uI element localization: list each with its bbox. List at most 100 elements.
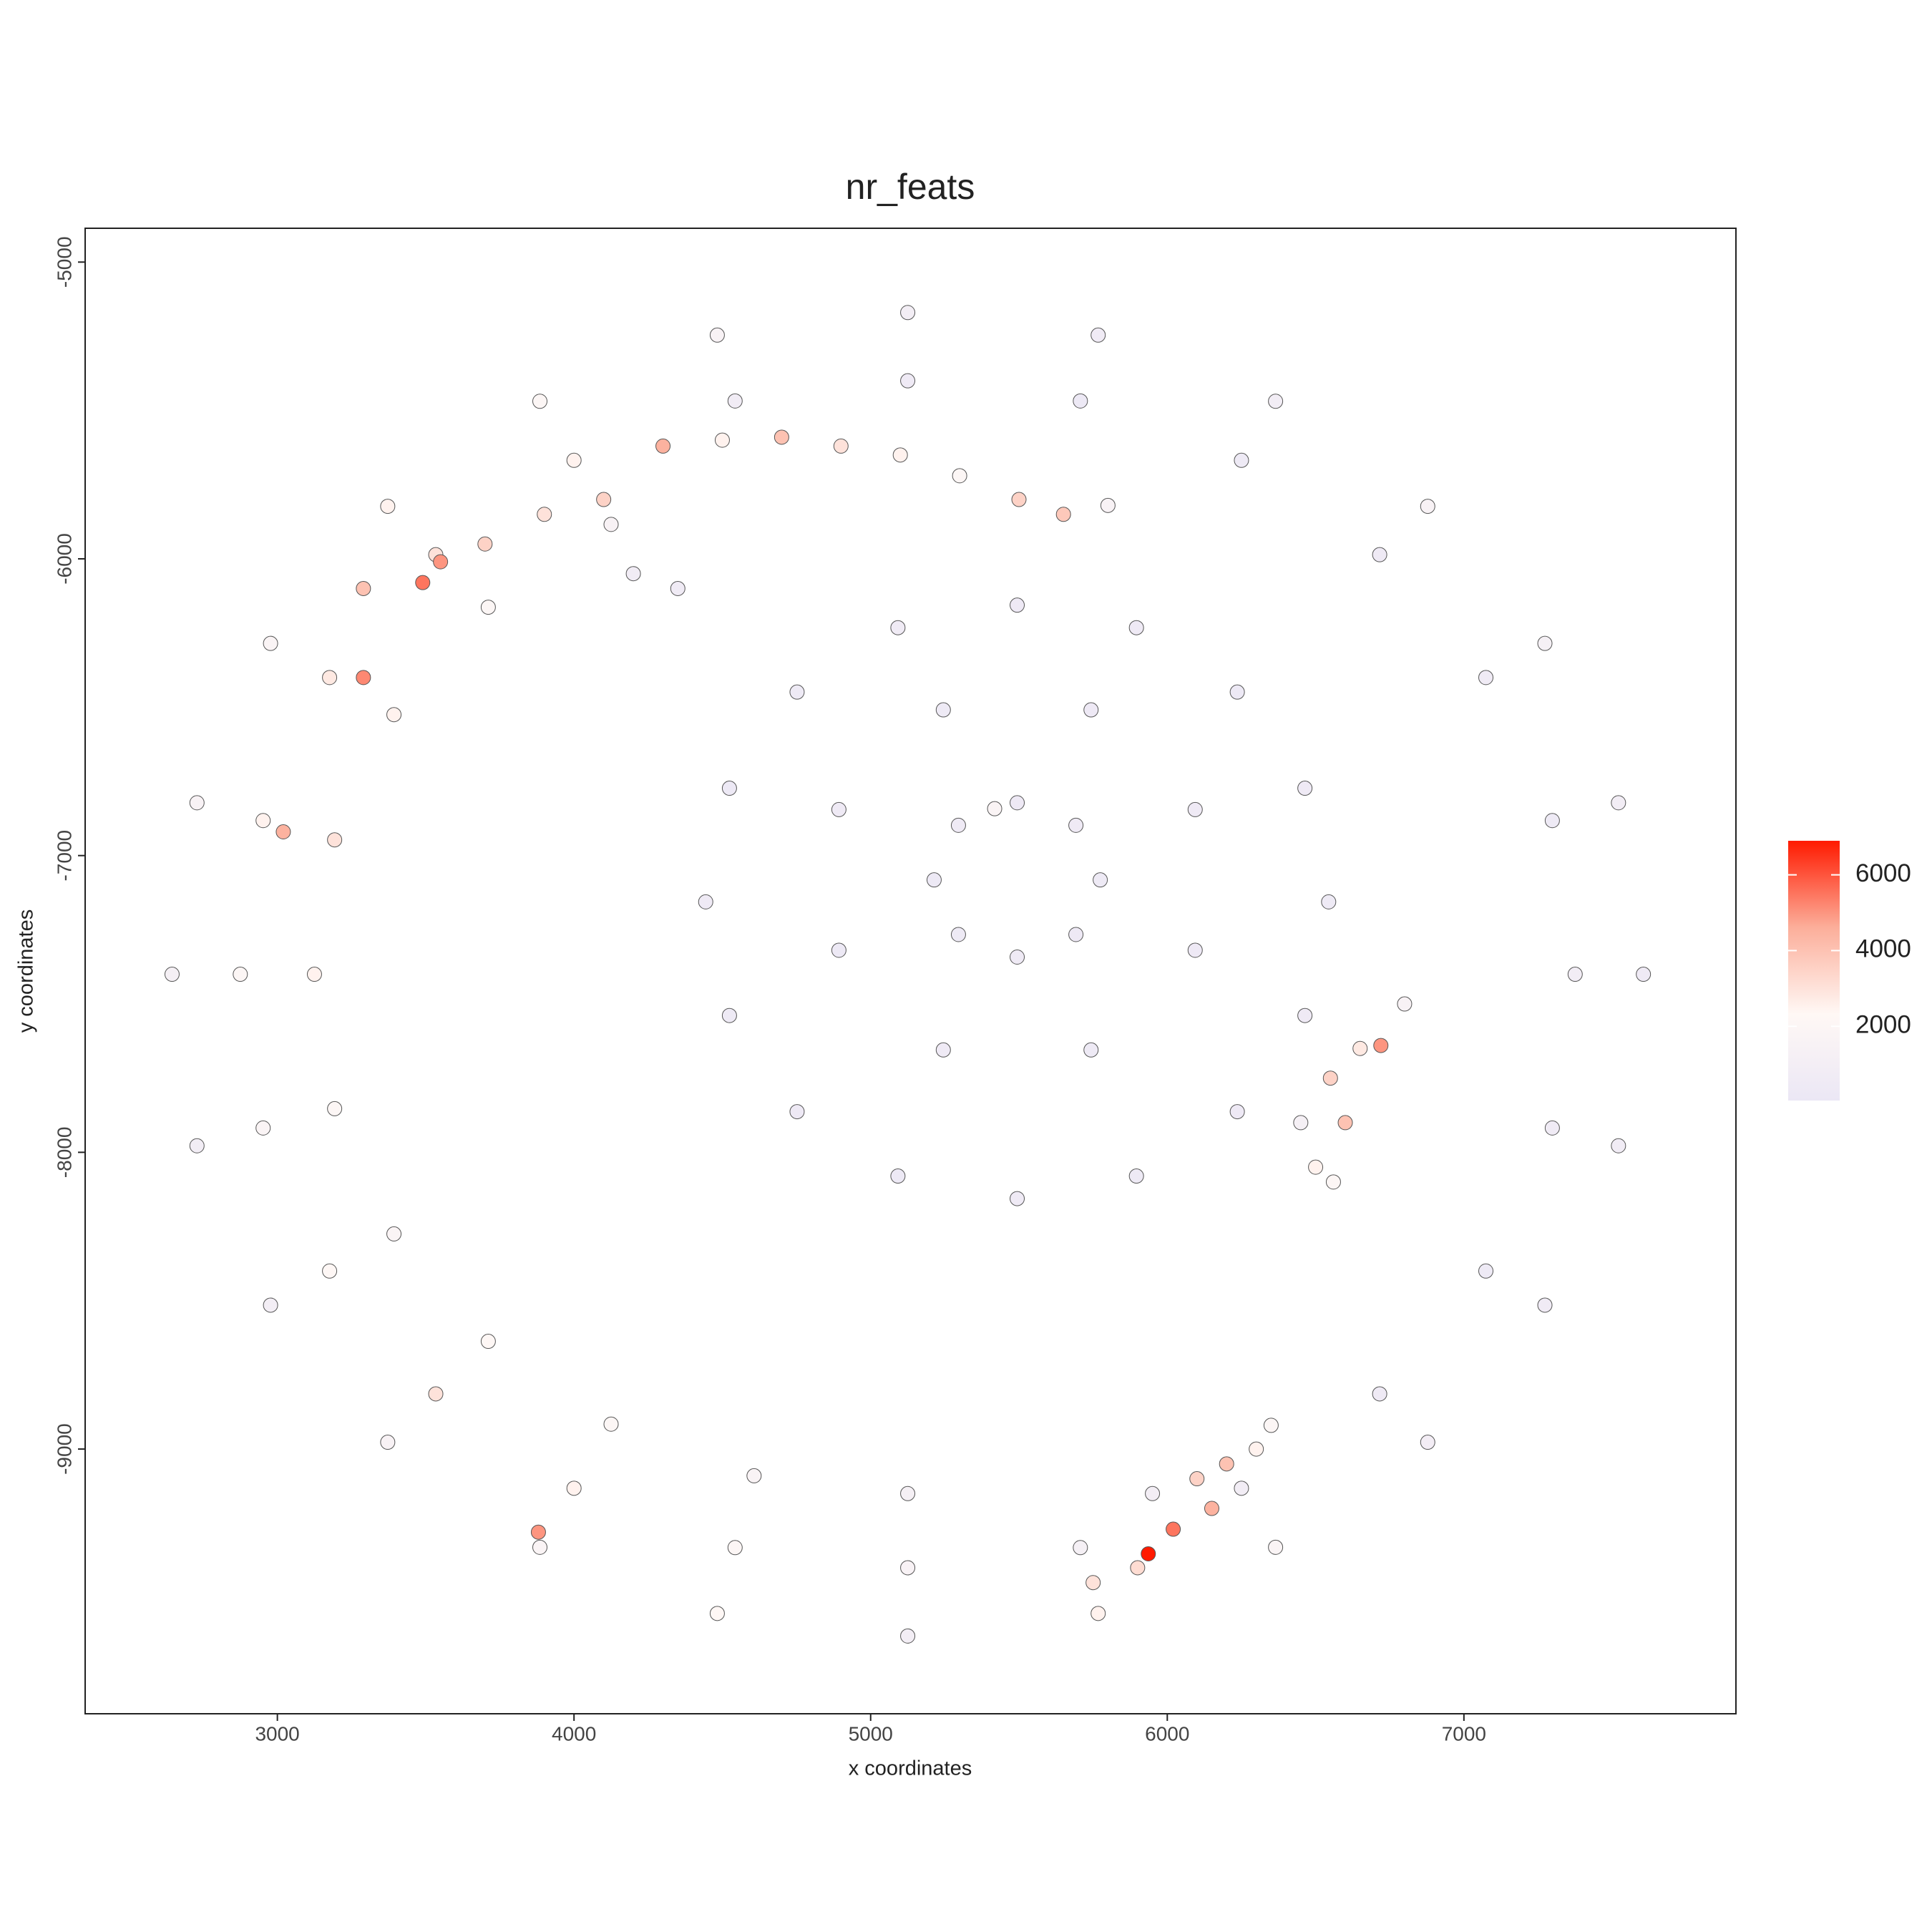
point	[1055, 507, 1071, 522]
point	[1166, 1521, 1181, 1537]
point	[1145, 1485, 1161, 1501]
point	[789, 684, 805, 700]
point	[530, 1524, 546, 1540]
point	[356, 580, 371, 596]
point	[1068, 927, 1084, 942]
point	[1229, 1104, 1245, 1120]
point	[1611, 795, 1626, 811]
point	[1611, 1138, 1626, 1153]
point	[263, 1297, 278, 1313]
point	[603, 1416, 619, 1432]
point	[189, 1138, 205, 1153]
point	[1091, 327, 1106, 343]
y-axis-label: y coordinates	[15, 909, 38, 1033]
point	[831, 942, 847, 958]
point	[1268, 1539, 1284, 1555]
panel-border	[84, 228, 1737, 1714]
point	[1073, 1540, 1088, 1556]
point	[746, 1468, 762, 1483]
point	[1372, 547, 1387, 562]
point	[566, 1480, 582, 1496]
point	[1263, 1418, 1279, 1433]
point	[1068, 817, 1084, 833]
point	[1420, 499, 1435, 514]
point	[1234, 1480, 1249, 1496]
point	[356, 670, 371, 686]
point	[1083, 1042, 1099, 1058]
point	[655, 438, 671, 454]
point	[1010, 597, 1025, 613]
point	[1010, 1191, 1025, 1206]
point	[1187, 801, 1203, 817]
point	[1204, 1501, 1219, 1516]
point	[322, 670, 338, 686]
point	[935, 702, 951, 718]
point	[275, 824, 291, 840]
point	[1297, 1008, 1313, 1023]
x-axis-label: x coordinates	[849, 1757, 972, 1780]
point	[1321, 894, 1337, 909]
point	[1352, 1040, 1368, 1056]
point	[727, 393, 743, 409]
point	[532, 394, 548, 409]
point	[926, 872, 942, 888]
point	[537, 507, 552, 522]
point	[1010, 950, 1025, 965]
point	[900, 1485, 916, 1501]
point	[1249, 1441, 1264, 1457]
point	[709, 1606, 725, 1621]
point	[1091, 1606, 1106, 1621]
point	[1478, 670, 1494, 686]
point	[1141, 1546, 1156, 1561]
point	[950, 927, 966, 942]
point	[1268, 394, 1284, 409]
point	[1189, 1471, 1205, 1487]
point	[532, 1539, 548, 1555]
point	[935, 1042, 951, 1058]
point	[1085, 1575, 1101, 1591]
point	[709, 327, 725, 343]
y-tick-label: -8000	[53, 1127, 75, 1179]
point	[386, 1226, 402, 1241]
point	[480, 600, 496, 615]
point	[952, 468, 967, 484]
point	[1093, 872, 1108, 888]
point	[950, 817, 966, 833]
point	[1297, 781, 1313, 796]
x-tick-label: 7000	[1442, 1722, 1486, 1745]
point	[1011, 492, 1027, 507]
point	[428, 1386, 444, 1402]
point	[433, 554, 449, 570]
y-tick-label: -9000	[53, 1423, 75, 1475]
point	[1322, 1070, 1338, 1086]
point	[255, 1120, 271, 1136]
point	[698, 894, 713, 909]
point	[890, 620, 906, 635]
point	[1229, 684, 1245, 700]
point	[380, 499, 396, 514]
point	[233, 967, 248, 982]
point	[1219, 1456, 1234, 1472]
point	[1544, 1120, 1560, 1136]
point	[327, 832, 343, 848]
point	[1373, 1038, 1389, 1053]
point	[727, 1540, 743, 1556]
chart-title: nr_feats	[846, 167, 975, 207]
point	[1537, 635, 1553, 651]
point	[670, 580, 686, 596]
point	[306, 967, 322, 982]
point	[1010, 795, 1025, 811]
point	[721, 781, 737, 796]
y-tick-label: -7000	[53, 830, 75, 882]
point	[1234, 452, 1249, 468]
point	[603, 517, 619, 532]
point	[1478, 1263, 1494, 1279]
point	[1337, 1115, 1353, 1131]
point	[1420, 1435, 1435, 1450]
point	[1537, 1297, 1553, 1313]
point	[789, 1104, 805, 1120]
point	[890, 1169, 906, 1184]
point	[1308, 1159, 1324, 1175]
point	[386, 707, 402, 723]
